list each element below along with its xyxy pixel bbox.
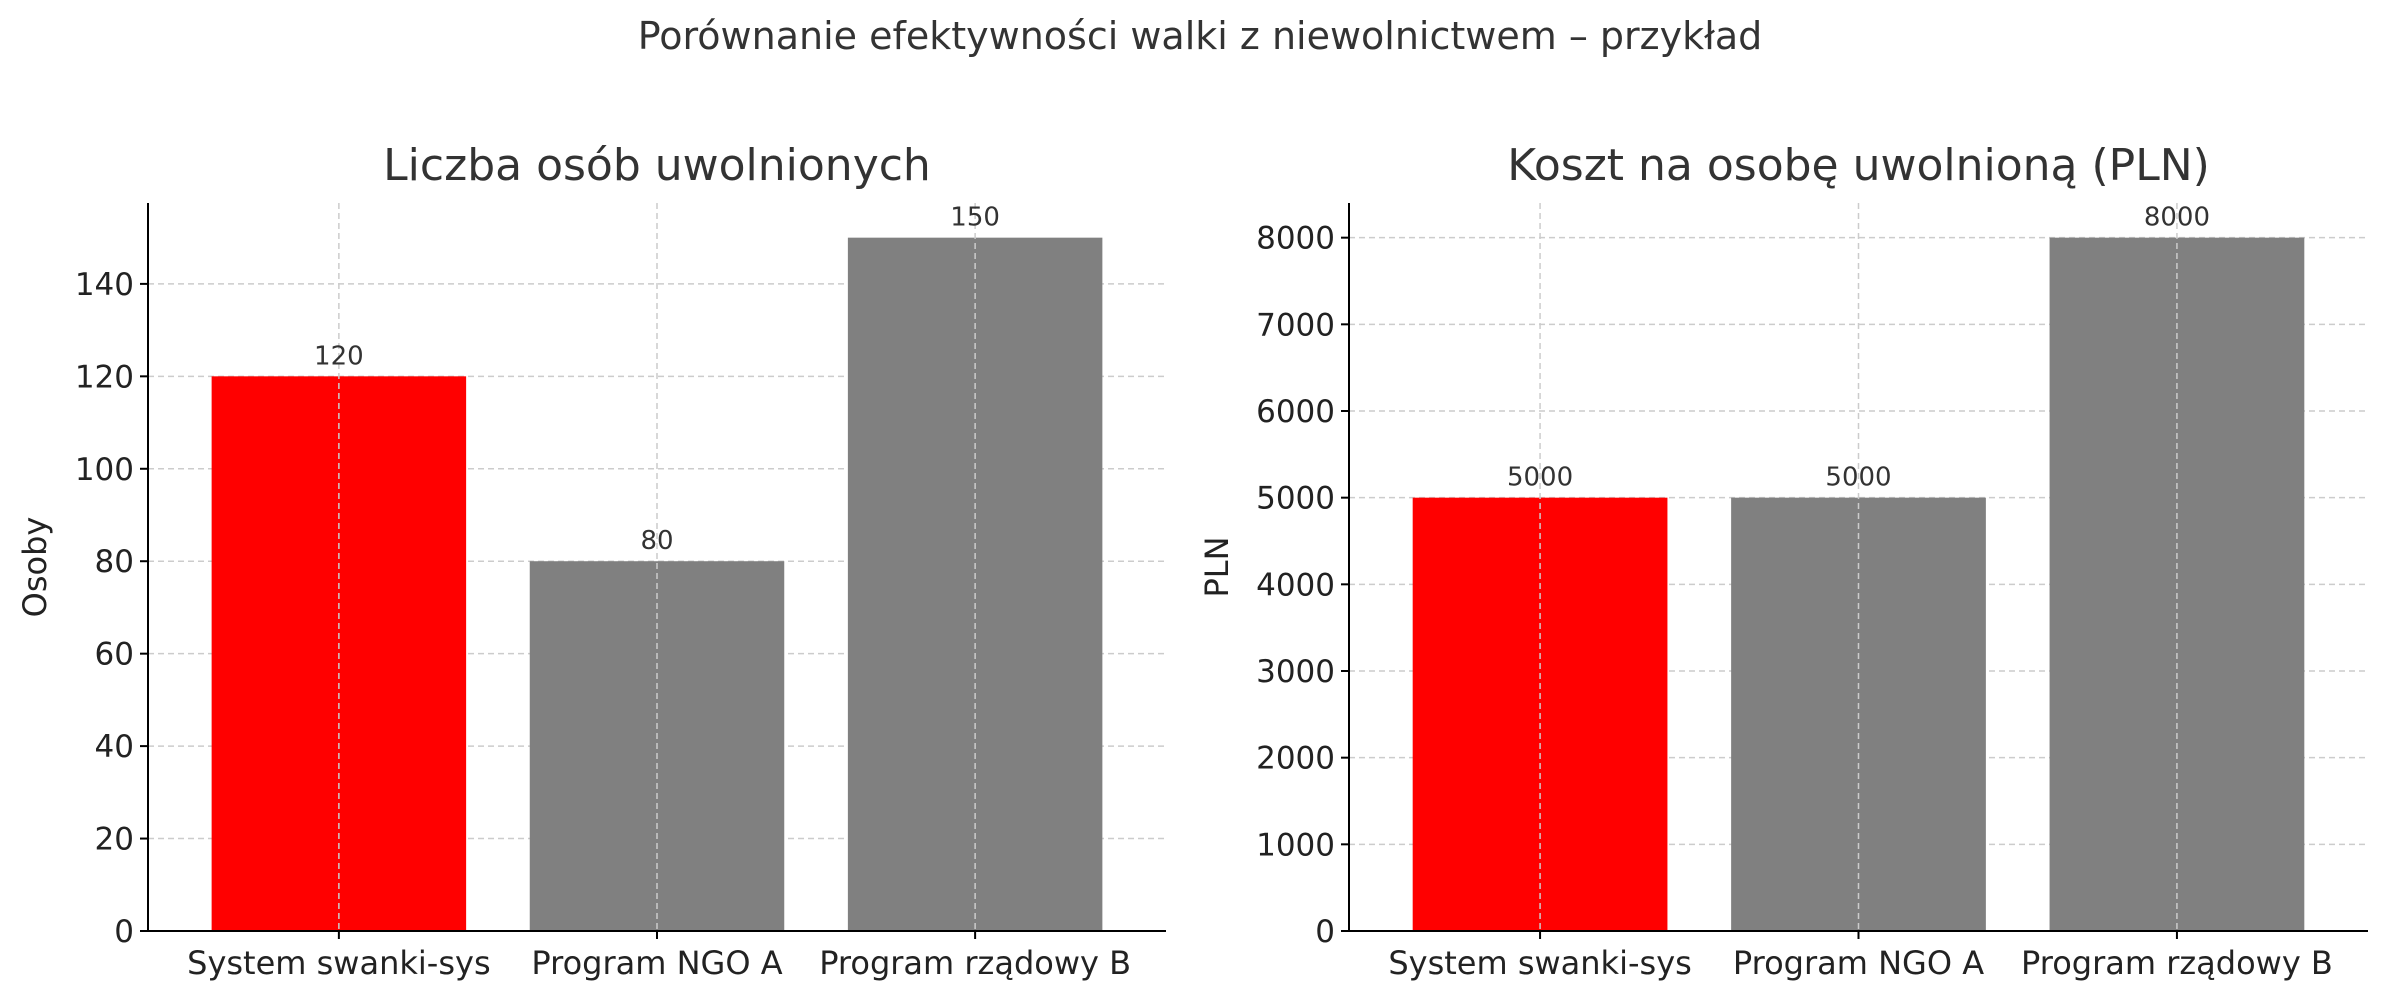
- x-tick-label: System swanki-sys: [187, 944, 490, 982]
- figure-title: Porównanie efektywności walki z niewolni…: [637, 14, 1763, 58]
- x-tick-label: System swanki-sys: [1388, 944, 1691, 982]
- chart-panel-koszt: 5000 5000 8000 0 1000 2000 3000 4000 5000 6000 700…: [1198, 140, 2368, 982]
- y-tick-label: 60: [95, 637, 134, 673]
- y-tick-label: 4000: [1256, 567, 1335, 603]
- chart-title: Koszt na osobę uwolnioną (PLN): [1507, 140, 2210, 191]
- x-tick-label: Program rządowy B: [819, 944, 1131, 982]
- data-label: 5000: [1825, 463, 1891, 493]
- y-tick-label: 2000: [1256, 741, 1335, 777]
- x-tick-label: Program rządowy B: [2021, 944, 2333, 982]
- y-axis-label: PLN: [1198, 536, 1236, 597]
- data-label: 150: [950, 203, 1000, 233]
- chart-title: Liczba osób uwolnionych: [383, 140, 931, 191]
- x-tick-label: Program NGO A: [531, 944, 782, 982]
- y-tick-label: 7000: [1256, 307, 1335, 343]
- y-tick-label: 8000: [1256, 221, 1335, 257]
- y-tick-label: 40: [95, 729, 134, 765]
- y-tick-label: 6000: [1256, 394, 1335, 430]
- y-axis-label: Osoby: [16, 517, 54, 618]
- y-tick-label: 3000: [1256, 654, 1335, 690]
- y-tick-label: 5000: [1256, 481, 1335, 517]
- data-label: 80: [640, 526, 673, 556]
- y-tick-label: 120: [75, 359, 134, 395]
- y-tick-label: 20: [95, 822, 134, 858]
- data-label: 120: [314, 341, 364, 371]
- y-tick-label: 0: [1315, 914, 1335, 950]
- y-tick-label: 100: [75, 452, 134, 488]
- y-tick-label: 80: [95, 544, 134, 580]
- y-tick-label: 0: [114, 914, 134, 950]
- x-tick-label: Program NGO A: [1733, 944, 1984, 982]
- y-tick-label: 140: [75, 267, 134, 303]
- y-tick-label: 1000: [1256, 827, 1335, 863]
- chart-panel-osoby: 120 80 150 0 20 40 60 80 100 120 140 System swanki-…: [16, 140, 1166, 982]
- data-label: 8000: [2144, 203, 2210, 233]
- data-label: 5000: [1507, 463, 1573, 493]
